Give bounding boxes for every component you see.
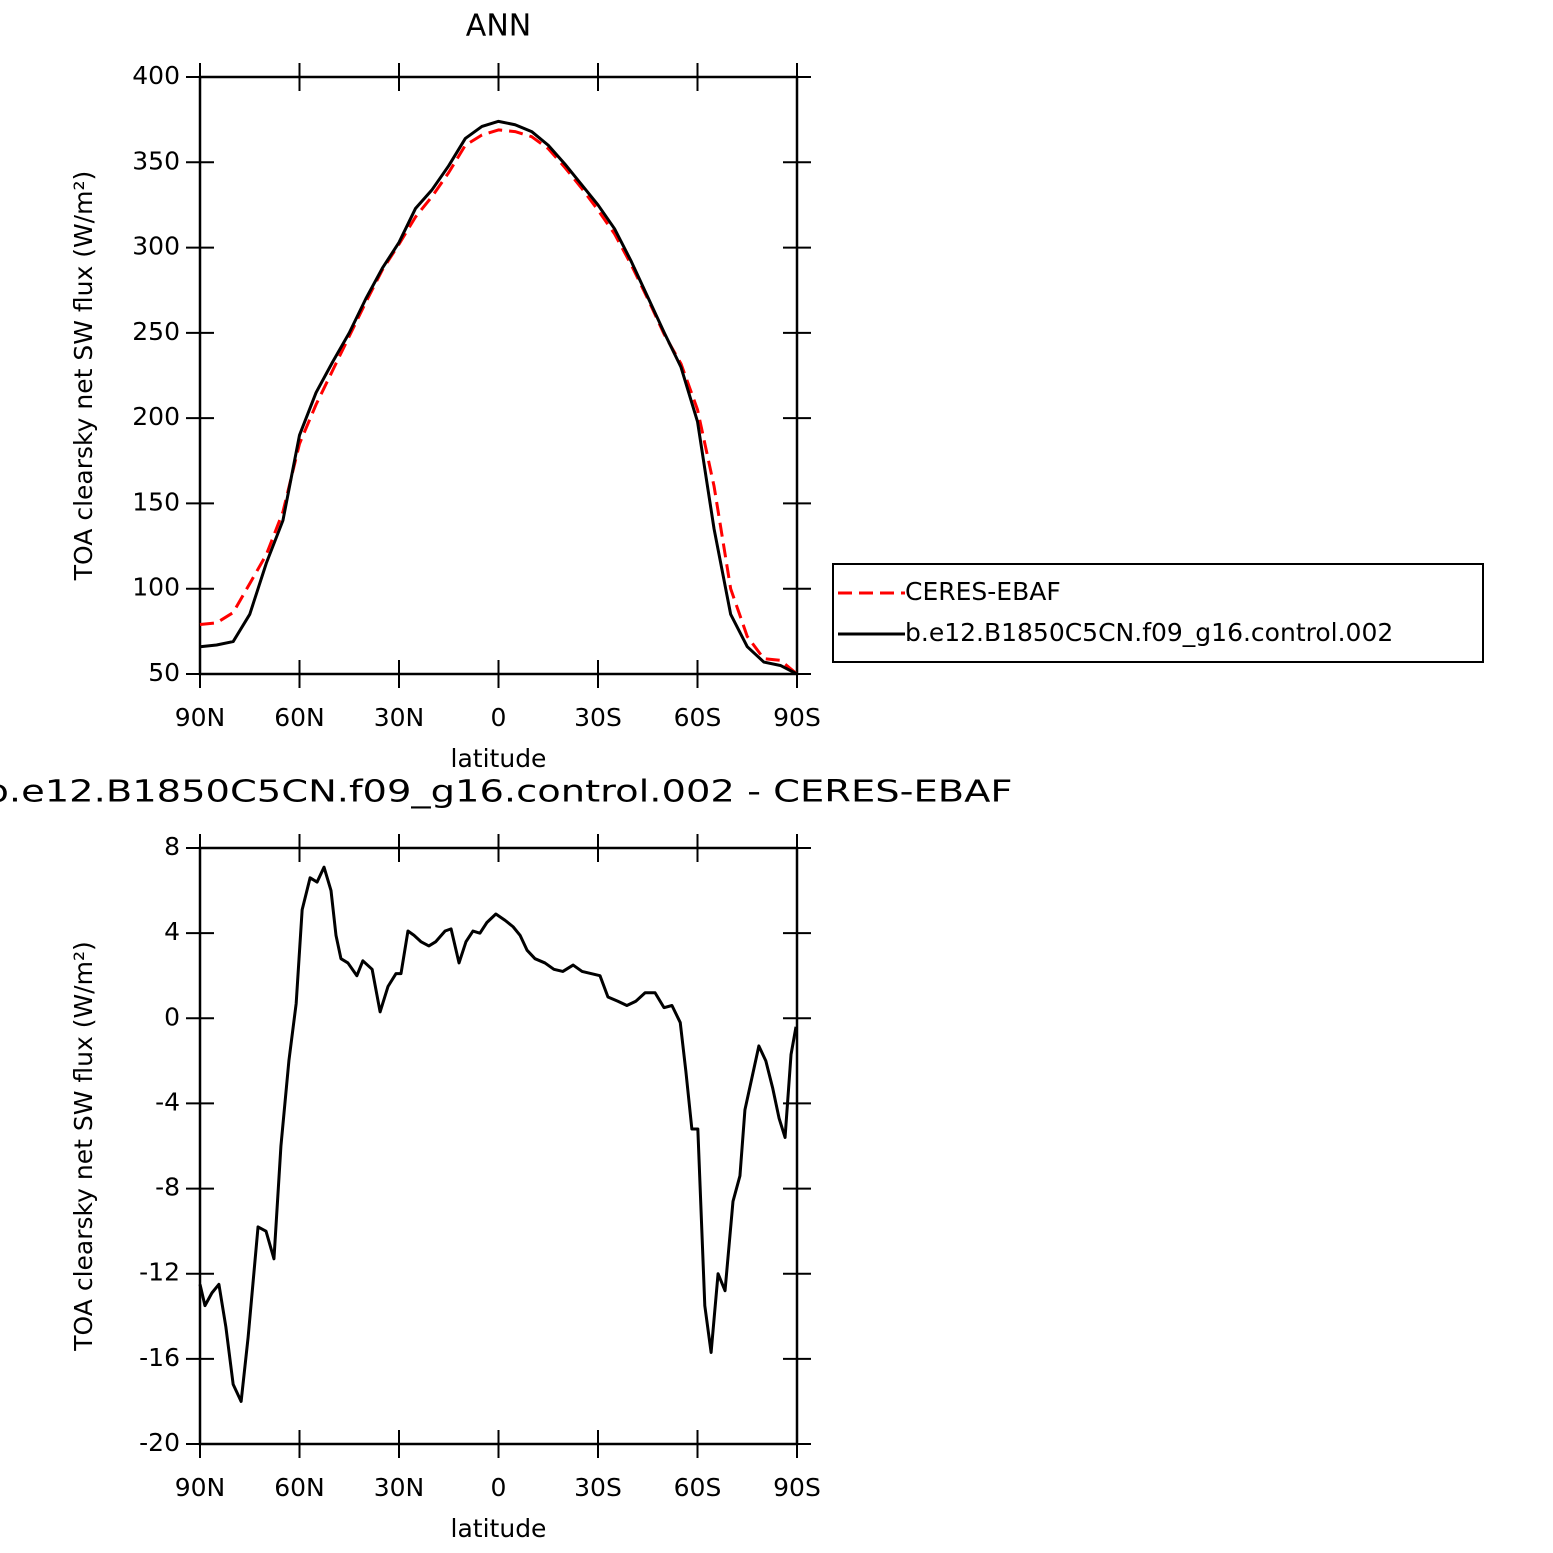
x-tick-label: 0 [491, 703, 507, 732]
x-tick-label: 30S [574, 703, 622, 732]
data-line [198, 865, 798, 1403]
chart-title: ANN [466, 9, 531, 44]
y-tick-label: 8 [164, 832, 180, 861]
y-tick-label: 50 [148, 658, 180, 687]
y-tick-label: 400 [132, 61, 180, 90]
plot-frame [198, 75, 799, 676]
data-line [199, 119, 798, 676]
y-tick-label: 300 [132, 232, 180, 261]
y-tick-label: 200 [132, 402, 180, 431]
legend-label: CERES-EBAF [905, 577, 1061, 606]
x-tick-label: 90N [175, 1473, 226, 1502]
plot-frame [198, 846, 799, 1446]
y-tick-label: 350 [132, 146, 180, 175]
chart-title: b.e12.B1850C5CN.f09_g16.control.002 - CE… [0, 775, 1013, 810]
x-tick-label: 30S [574, 1473, 622, 1502]
x-tick-label: 0 [491, 1473, 507, 1502]
x-tick-label: 30N [374, 703, 425, 732]
x-axis-label: latitude [451, 1514, 547, 1543]
legend-label: b.e12.B1850C5CN.f09_g16.control.002 [905, 618, 1393, 647]
y-tick-label: 100 [132, 573, 180, 602]
y-tick-label: -16 [139, 1343, 180, 1372]
x-tick-label: 60N [274, 703, 325, 732]
x-tick-label: 60N [274, 1473, 325, 1502]
y-tick-label: -8 [155, 1173, 180, 1202]
y-tick-label: 250 [132, 317, 180, 346]
y-axis-label: TOA clearsky net SW flux (W/m²) [69, 171, 98, 581]
x-axis-label: latitude [451, 744, 547, 773]
x-tick-label: 60S [674, 1473, 722, 1502]
x-tick-label: 90N [175, 703, 226, 732]
y-tick-label: 4 [164, 917, 180, 946]
y-tick-label: 150 [132, 487, 180, 516]
x-tick-label: 90S [773, 703, 821, 732]
legend-box [832, 563, 1484, 663]
x-tick-label: 60S [674, 703, 722, 732]
data-line [199, 128, 798, 676]
x-tick-label: 90S [773, 1473, 821, 1502]
y-tick-label: -20 [139, 1428, 180, 1457]
y-tick-label: 0 [164, 1002, 180, 1031]
y-axis-label: TOA clearsky net SW flux (W/m²) [69, 941, 98, 1351]
y-tick-label: -4 [155, 1087, 180, 1116]
x-tick-label: 30N [374, 1473, 425, 1502]
y-tick-label: -12 [139, 1258, 180, 1287]
